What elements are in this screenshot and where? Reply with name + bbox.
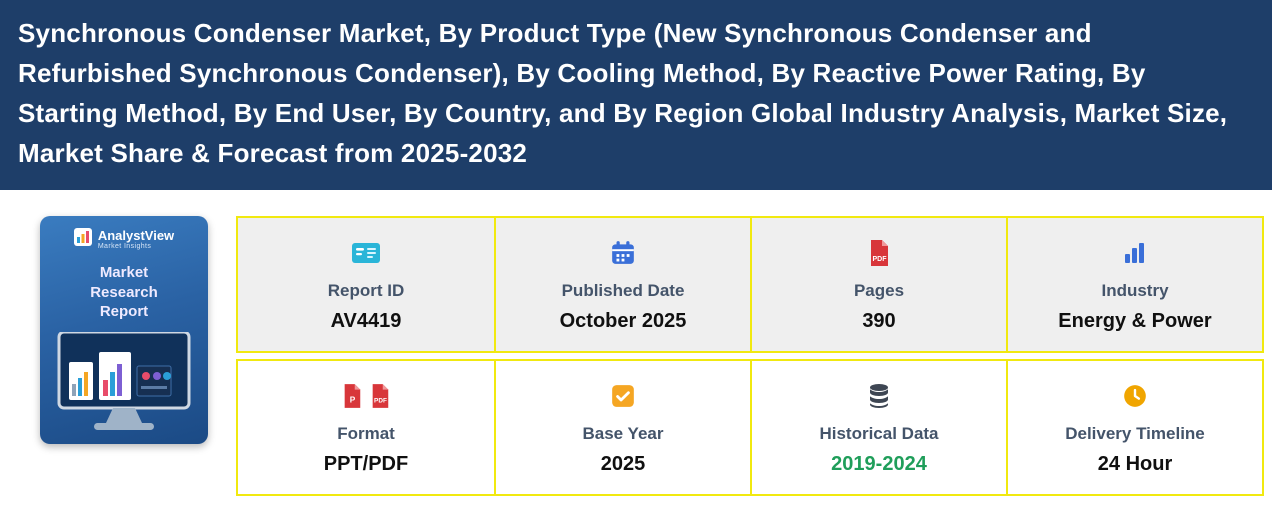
- meta-label: Historical Data: [819, 424, 939, 443]
- pdf-file-icon: PDF: [762, 238, 996, 268]
- report-meta-grid: Report ID AV4419: [236, 216, 1264, 496]
- meta-value: October 2025: [559, 310, 687, 332]
- svg-text:PDF: PDF: [873, 256, 888, 263]
- meta-value: Energy & Power: [1058, 310, 1212, 332]
- meta-label: Pages: [853, 281, 905, 300]
- meta-value: PPT/PDF: [323, 453, 409, 475]
- meta-label: Industry: [1101, 281, 1169, 300]
- title-banner: Synchronous Condenser Market, By Product…: [0, 0, 1272, 190]
- svg-text:PDF: PDF: [374, 397, 387, 404]
- meta-cell-format: P PDF Format PPT/PDF: [238, 361, 494, 494]
- meta-value: 2025: [600, 453, 646, 475]
- meta-cell-pages: PDF Pages 390: [750, 218, 1006, 351]
- meta-label: Published Date: [561, 281, 685, 300]
- meta-value: 390: [862, 310, 896, 332]
- meta-cell-report-id: Report ID AV4419: [238, 218, 494, 351]
- page: Synchronous Condenser Market, By Product…: [0, 0, 1272, 496]
- meta-value: 24 Hour: [1097, 453, 1173, 475]
- analystview-logo: AnalystView Market Insights: [48, 228, 200, 251]
- checked-square-icon: [506, 381, 740, 411]
- meta-cell-industry: Industry Energy & Power: [1006, 218, 1262, 351]
- logo-bars-icon: [73, 228, 92, 251]
- monitor-illustration: [48, 330, 200, 443]
- clock-icon: [1018, 381, 1252, 411]
- meta-grid-row-2: P PDF Format PPT/PDF: [236, 359, 1264, 496]
- meta-label: Base Year: [582, 424, 664, 443]
- cover-title: Market Research Report: [90, 264, 158, 320]
- bar-chart-icon: [1018, 238, 1252, 268]
- meta-label: Delivery Timeline: [1065, 424, 1205, 443]
- meta-cell-historical-data: Historical Data 2019-2024: [750, 361, 1006, 494]
- meta-cell-base-year: Base Year 2025: [494, 361, 750, 494]
- brand-name: AnalystView: [97, 228, 175, 243]
- database-icon: [762, 381, 996, 411]
- svg-text:P: P: [350, 395, 356, 404]
- calendar-icon: [506, 238, 740, 268]
- meta-label: Report ID: [327, 281, 405, 300]
- meta-cell-published-date: Published Date October 2025: [494, 218, 750, 351]
- meta-value: AV4419: [330, 310, 402, 332]
- meta-label: Format: [337, 424, 395, 443]
- report-title: Synchronous Condenser Market, By Product…: [18, 18, 1228, 168]
- report-cover-thumbnail[interactable]: AnalystView Market Insights Market Resea…: [40, 216, 208, 444]
- brand-subtitle: Market Insights: [97, 243, 152, 250]
- meta-value: 2019-2024: [831, 453, 927, 475]
- id-card-icon: [248, 238, 484, 268]
- meta-grid-row-1: Report ID AV4419: [236, 216, 1264, 353]
- ppt-pdf-file-icons: P PDF: [248, 381, 484, 411]
- meta-cell-delivery-timeline: Delivery Timeline 24 Hour: [1006, 361, 1262, 494]
- content: AnalystView Market Insights Market Resea…: [0, 190, 1272, 496]
